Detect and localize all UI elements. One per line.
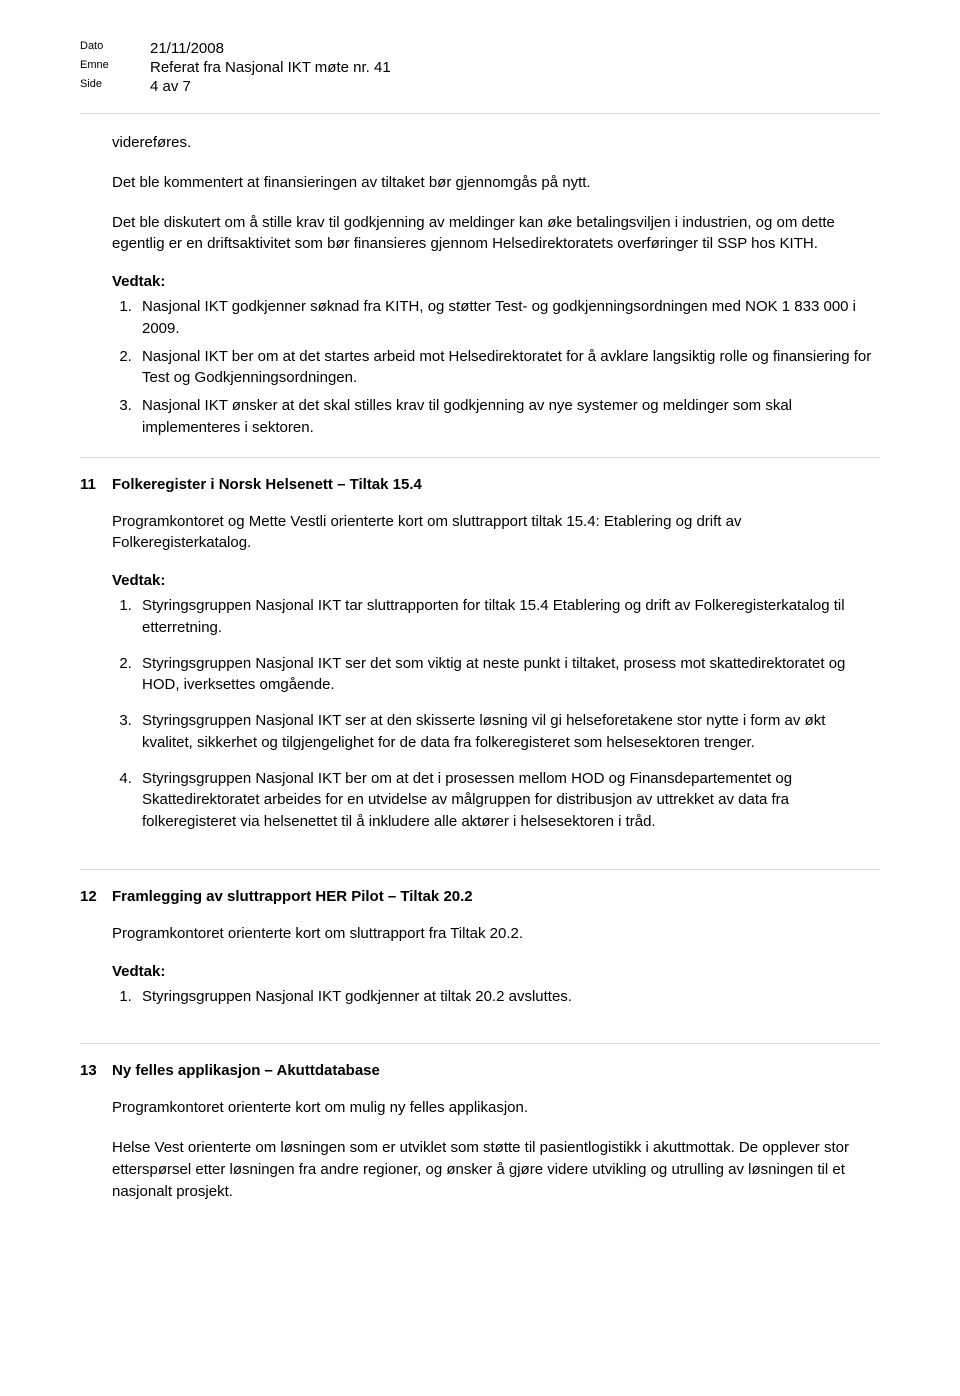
page-header: Dato 21/11/2008 Emne Referat fra Nasjona… — [80, 40, 880, 95]
section-11: 11 Folkeregister i Norsk Helsenett – Til… — [80, 476, 880, 851]
header-label-subject: Emne — [80, 59, 150, 76]
paragraph: Det ble kommentert at finansieringen av … — [112, 172, 880, 194]
header-row-date: Dato 21/11/2008 — [80, 40, 880, 57]
header-label-date: Dato — [80, 40, 150, 57]
divider — [80, 457, 880, 458]
decision-item: Styringsgruppen Nasjonal IKT tar sluttra… — [136, 595, 880, 639]
section-13: 13 Ny felles applikasjon – Akuttdatabase… — [80, 1062, 880, 1220]
paragraph: videreføres. — [112, 132, 880, 154]
section-title: Ny felles applikasjon – Akuttdatabase — [112, 1062, 880, 1079]
divider — [80, 869, 880, 870]
decision-item: Nasjonal IKT ønsker at det skal stilles … — [136, 395, 880, 439]
decision-list: Styringsgruppen Nasjonal IKT tar sluttra… — [112, 595, 880, 833]
decision-label: Vedtak: — [112, 963, 880, 980]
paragraph: Det ble diskutert om å stille krav til g… — [112, 212, 880, 256]
divider — [80, 113, 880, 114]
section-body: Framlegging av sluttrapport HER Pilot – … — [112, 888, 880, 1026]
paragraph: Programkontoret orienterte kort om mulig… — [112, 1097, 880, 1119]
decision-list: Styringsgruppen Nasjonal IKT godkjenner … — [112, 986, 880, 1008]
section-title: Folkeregister i Norsk Helsenett – Tiltak… — [112, 476, 880, 493]
document-page: Dato 21/11/2008 Emne Referat fra Nasjona… — [0, 0, 960, 1288]
header-label-page: Side — [80, 78, 150, 95]
decision-item: Styringsgruppen Nasjonal IKT ser at den … — [136, 710, 880, 754]
decision-label: Vedtak: — [112, 273, 880, 290]
decision-item: Nasjonal IKT godkjenner søknad fra KITH,… — [136, 296, 880, 340]
section-number: 11 — [80, 476, 112, 851]
header-value-date: 21/11/2008 — [150, 40, 224, 57]
decision-item: Styringsgruppen Nasjonal IKT ber om at d… — [136, 768, 880, 833]
paragraph: Helse Vest orienterte om løsningen som e… — [112, 1137, 880, 1202]
header-value-page: 4 av 7 — [150, 78, 191, 95]
continuation-block: videreføres. Det ble kommentert at finan… — [112, 132, 880, 439]
paragraph: Programkontoret orienterte kort om slutt… — [112, 923, 880, 945]
header-row-page: Side 4 av 7 — [80, 78, 880, 95]
section-12: 12 Framlegging av sluttrapport HER Pilot… — [80, 888, 880, 1026]
decision-item: Nasjonal IKT ber om at det startes arbei… — [136, 346, 880, 390]
decision-item: Styringsgruppen Nasjonal IKT godkjenner … — [136, 986, 880, 1008]
section-body: Ny felles applikasjon – Akuttdatabase Pr… — [112, 1062, 880, 1220]
divider — [80, 1043, 880, 1044]
decision-item: Styringsgruppen Nasjonal IKT ser det som… — [136, 653, 880, 697]
decision-list: Nasjonal IKT godkjenner søknad fra KITH,… — [112, 296, 880, 439]
section-title: Framlegging av sluttrapport HER Pilot – … — [112, 888, 880, 905]
header-value-subject: Referat fra Nasjonal IKT møte nr. 41 — [150, 59, 391, 76]
header-row-subject: Emne Referat fra Nasjonal IKT møte nr. 4… — [80, 59, 880, 76]
section-body: Folkeregister i Norsk Helsenett – Tiltak… — [112, 476, 880, 851]
section-number: 12 — [80, 888, 112, 1026]
paragraph: Programkontoret og Mette Vestli orienter… — [112, 511, 880, 555]
section-number: 13 — [80, 1062, 112, 1220]
decision-label: Vedtak: — [112, 572, 880, 589]
